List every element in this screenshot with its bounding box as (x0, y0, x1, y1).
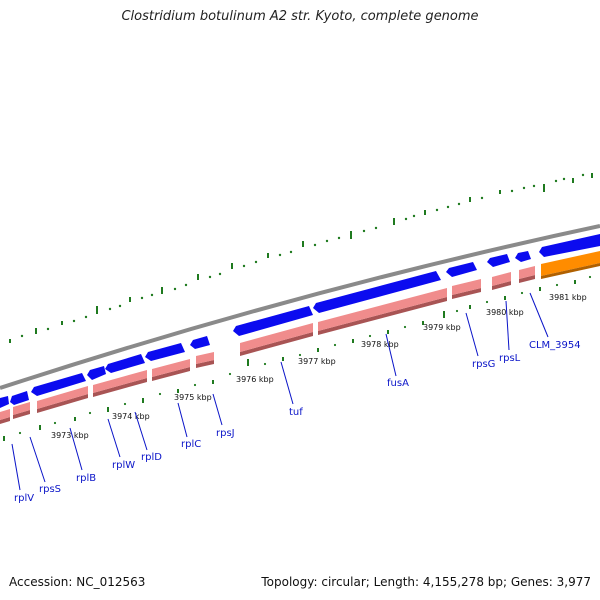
accession-text: Accession: NC_012563 (9, 575, 146, 589)
gene-label-rpsL: rpsL (499, 353, 521, 364)
gene-label-rplV: rplV (14, 493, 34, 504)
tick-label: 3973 kbp (51, 431, 89, 440)
gene-label-rpsS: rpsS (39, 484, 61, 495)
gene-arrow (487, 254, 510, 267)
highlight-gene-arrow (541, 251, 600, 276)
tick-label: 3980 kbp (486, 308, 524, 317)
tick-label: 3979 kbp (423, 323, 461, 332)
gene-arrow (313, 271, 441, 313)
rna-track (0, 251, 600, 424)
gene-label-rpsG: rpsG (472, 359, 495, 370)
scale-track (3, 280, 576, 441)
genome-summary-text: Topology: circular; Length: 4,155,278 bp… (261, 575, 591, 589)
gene-arrow (0, 396, 9, 408)
gene-label-rpsJ: rpsJ (216, 428, 235, 439)
gene-leader-lines (11, 292, 549, 491)
tick-label: 3981 kbp (549, 293, 587, 302)
gene-label-rplC: rplC (181, 439, 201, 450)
gene-arrow (87, 366, 106, 380)
gene-arrow (233, 306, 313, 336)
gc-content-track (9, 173, 593, 343)
tick-label: 3977 kbp (298, 357, 336, 366)
gene-arrow (145, 343, 185, 361)
gene-arrow (515, 251, 531, 262)
gene-label-rplD: rplD (141, 452, 162, 463)
gene-label-CLM_3954: CLM_3954 (529, 340, 581, 351)
tick-label: 3978 kbp (361, 340, 399, 349)
cds-forward-track (0, 234, 600, 408)
gene-label-tuf: tuf (289, 407, 303, 418)
gene-arrow (190, 336, 210, 349)
map-title: Clostridium botulinum A2 str. Kyoto, com… (121, 9, 479, 24)
gene-arrow (10, 391, 29, 405)
gene-label-rplB: rplB (76, 473, 96, 484)
genome-backbone (0, 224, 600, 390)
tick-label: 3975 kbp (174, 393, 212, 402)
gene-arrow (446, 262, 477, 277)
tick-label: 3974 kbp (112, 412, 150, 421)
gene-labels: rplV rpsS rplB rplW rplD rplC rpsJ tuf f… (14, 340, 581, 504)
gc-dots (20, 173, 585, 338)
gene-arrow (105, 354, 145, 373)
gene-arrow (539, 234, 600, 257)
gene-label-fusA: fusA (387, 378, 409, 389)
kbp-tick-labels: 3973 kbp 3974 kbp 3975 kbp 3976 kbp 3977… (51, 293, 587, 440)
gene-arrow (31, 373, 86, 396)
tick-label: 3976 kbp (236, 375, 274, 384)
gene-label-rplW: rplW (112, 460, 135, 471)
